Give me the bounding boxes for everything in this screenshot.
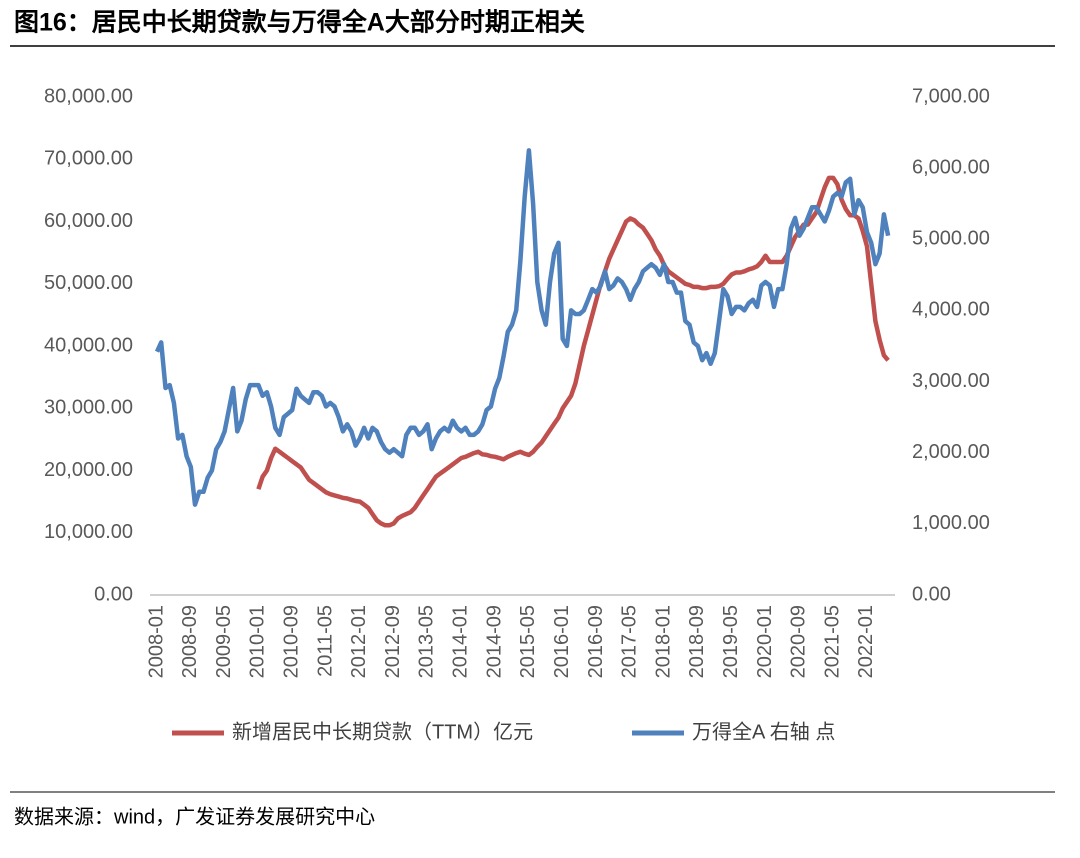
legend-label: 万得全A 右轴 点: [692, 720, 835, 743]
x-tick-label: 2016-09: [585, 605, 607, 678]
y-tick-label: 70,000.00: [44, 148, 133, 170]
x-tick-label: 2010-01: [247, 605, 269, 678]
x-tick-label: 2019-05: [720, 605, 742, 678]
x-tick-label: 2021-05: [821, 605, 843, 678]
x-tick-label: 2022-01: [855, 605, 877, 678]
x-tick-label: 2016-01: [551, 605, 573, 678]
chart-title: 图16：居民中长期贷款与万得全A大部分时期正相关: [14, 8, 585, 37]
x-tick-label: 2009-05: [213, 605, 235, 678]
y-tick-label: 30,000.00: [44, 397, 133, 419]
y-tick-label: 20,000.00: [44, 459, 133, 481]
y2-tick-label: 3,000.00: [912, 370, 990, 392]
y2-tick-label: 0.00: [912, 583, 951, 605]
x-tick-label: 2018-09: [686, 605, 708, 678]
y-tick-label: 50,000.00: [44, 272, 133, 294]
x-tick-label: 2015-05: [517, 605, 539, 678]
y-tick-label: 0.00: [94, 583, 133, 605]
series-line: [154, 148, 891, 507]
x-tick-label: 2014-01: [450, 605, 472, 678]
x-tick-label: 2020-09: [788, 605, 810, 678]
x-tick-label: 2008-01: [145, 605, 167, 678]
x-tick-label: 2011-05: [314, 605, 336, 677]
series-line: [256, 175, 890, 528]
x-tick-label: 2020-01: [754, 605, 776, 678]
x-tick-label: 2018-01: [652, 605, 674, 678]
y-tick-label: 10,000.00: [44, 521, 133, 543]
x-tick-label: 2008-09: [179, 605, 201, 678]
x-tick-label: 2014-09: [483, 605, 505, 678]
x-tick-label: 2012-01: [348, 605, 370, 678]
x-tick-label: 2013-05: [416, 605, 438, 678]
y2-tick-label: 5,000.00: [912, 228, 990, 250]
y2-tick-label: 6,000.00: [912, 156, 990, 178]
y-tick-label: 80,000.00: [44, 85, 133, 107]
y-tick-label: 40,000.00: [44, 334, 133, 356]
x-tick-label: 2010-09: [281, 605, 303, 678]
source: 数据来源：wind，广发证券发展研究中心: [14, 805, 375, 828]
x-tick-label: 2017-05: [619, 605, 641, 678]
y2-tick-label: 1,000.00: [912, 512, 990, 534]
y-tick-label: 60,000.00: [44, 210, 133, 232]
y2-tick-label: 4,000.00: [912, 299, 990, 321]
x-tick-label: 2012-09: [382, 605, 404, 678]
legend-label: 新增居民中长期贷款（TTM）亿元: [232, 720, 533, 743]
y2-tick-label: 2,000.00: [912, 441, 990, 463]
y2-tick-label: 7,000.00: [912, 85, 990, 107]
